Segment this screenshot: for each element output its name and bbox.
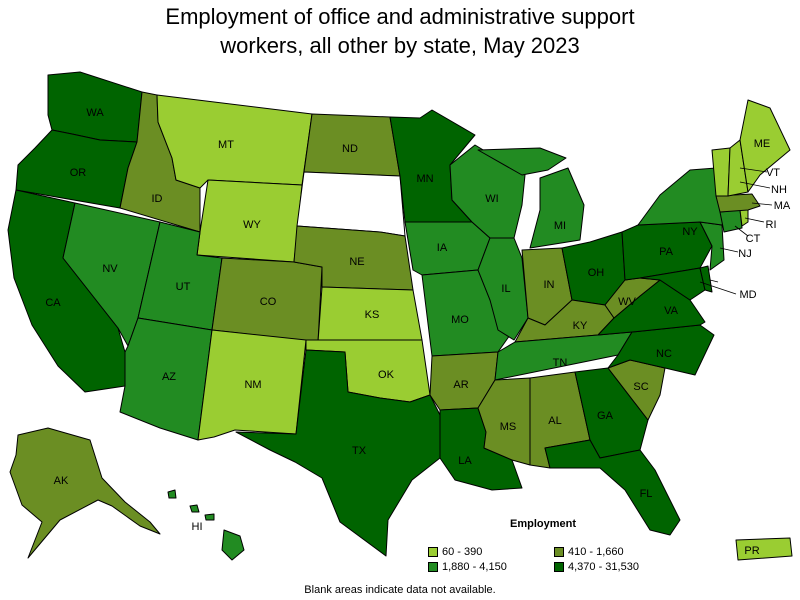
state-HI[interactable] [167, 489, 245, 561]
label-SC: SC [633, 381, 648, 393]
legend-item-2: 410 - 1,660 [554, 546, 624, 558]
legend-label-1: 60 - 390 [442, 546, 483, 558]
callout-MA [751, 202, 773, 206]
legend-label-2: 410 - 1,660 [568, 546, 624, 558]
label-NH: NH [771, 184, 787, 196]
legend-item-1: 60 - 390 [428, 546, 482, 558]
legend-label-3: 1,880 - 4,150 [442, 561, 507, 573]
legend-swatch-2 [554, 547, 564, 557]
label-MI: MI [554, 220, 566, 232]
map-title-line-2: workers, all other by state, May 2023 [220, 33, 580, 58]
label-KS: KS [365, 309, 380, 321]
label-VA: VA [664, 305, 679, 317]
label-TN: TN [553, 357, 568, 369]
label-IA: IA [437, 242, 448, 254]
label-WY: WY [243, 219, 261, 231]
label-KY: KY [573, 320, 588, 332]
label-MD: MD [739, 289, 756, 301]
legend-item-4: 4,370 - 31,530 [554, 561, 639, 573]
state-MA[interactable] [715, 193, 761, 213]
label-RI: RI [766, 219, 777, 231]
state-MD[interactable] [639, 267, 706, 301]
label-MO: MO [451, 314, 469, 326]
callout-NJ [719, 247, 739, 253]
label-NV: NV [102, 263, 118, 275]
label-OH: OH [588, 267, 605, 279]
label-UT: UT [176, 281, 191, 293]
state-PR[interactable] [735, 537, 793, 561]
label-OK: OK [378, 369, 395, 381]
callout-RI [744, 217, 765, 223]
label-NM: NM [244, 379, 261, 391]
state-ME[interactable] [739, 99, 791, 193]
label-PR: PR [744, 545, 759, 557]
callout-VT [739, 167, 768, 173]
label-LA: LA [458, 455, 472, 467]
legend-item-3: 1,880 - 4,150 [428, 561, 507, 573]
label-MS: MS [500, 421, 517, 433]
state-DE[interactable] [699, 265, 713, 293]
map-title-line-1: Employment of office and administrative … [165, 4, 635, 29]
label-AZ: AZ [162, 371, 176, 383]
state-TX[interactable] [235, 349, 441, 557]
label-NJ: NJ [738, 248, 751, 260]
state-IA[interactable] [404, 221, 491, 276]
map-title: Employment of office and administrative … [0, 2, 800, 60]
label-WV: WV [618, 296, 636, 308]
label-MA: MA [774, 200, 791, 212]
label-CT: CT [746, 233, 761, 245]
legend-swatch-4 [554, 562, 564, 572]
state-WY[interactable] [196, 179, 303, 263]
label-ME: ME [754, 138, 771, 150]
state-NY[interactable] [637, 167, 726, 226]
legend-label-4: 4,370 - 31,530 [568, 561, 639, 573]
legend-swatch-3 [428, 562, 438, 572]
label-NE: NE [349, 256, 364, 268]
callout-CT [734, 225, 749, 237]
label-TX: TX [352, 445, 367, 457]
state-CO[interactable] [211, 257, 323, 343]
callout-MD [699, 281, 737, 295]
label-NC: NC [656, 348, 672, 360]
label-IL: IL [501, 283, 510, 295]
label-NY: NY [682, 226, 698, 238]
state-FL[interactable] [544, 439, 681, 536]
label-OR: OR [70, 167, 87, 179]
label-ID: ID [152, 193, 163, 205]
label-FL: FL [640, 488, 653, 500]
label-HI: HI [192, 521, 203, 533]
callout-NH [739, 181, 771, 189]
legend-swatch-1 [428, 547, 438, 557]
label-CO: CO [260, 296, 277, 308]
label-CA: CA [45, 297, 61, 309]
label-MN: MN [416, 173, 433, 185]
state-MT[interactable] [156, 94, 313, 189]
footnote: Blank areas indicate data not available. [304, 584, 496, 596]
label-ND: ND [342, 143, 358, 155]
label-MT: MT [218, 139, 234, 151]
label-IN: IN [544, 279, 555, 291]
label-WI: WI [485, 193, 498, 205]
state-AK[interactable] [9, 427, 161, 559]
label-VT: VT [766, 167, 780, 179]
state-SD[interactable] [296, 171, 406, 237]
label-AR: AR [453, 379, 468, 391]
label-AL: AL [548, 415, 561, 427]
legend-title: Employment [509, 518, 576, 530]
label-WA: WA [86, 107, 104, 119]
state-MI[interactable] [477, 147, 585, 249]
callout-DE [709, 279, 719, 283]
label-AK: AK [54, 475, 69, 487]
label-GA: GA [597, 410, 614, 422]
state-IL[interactable] [477, 237, 529, 341]
label-PA: PA [659, 246, 674, 258]
